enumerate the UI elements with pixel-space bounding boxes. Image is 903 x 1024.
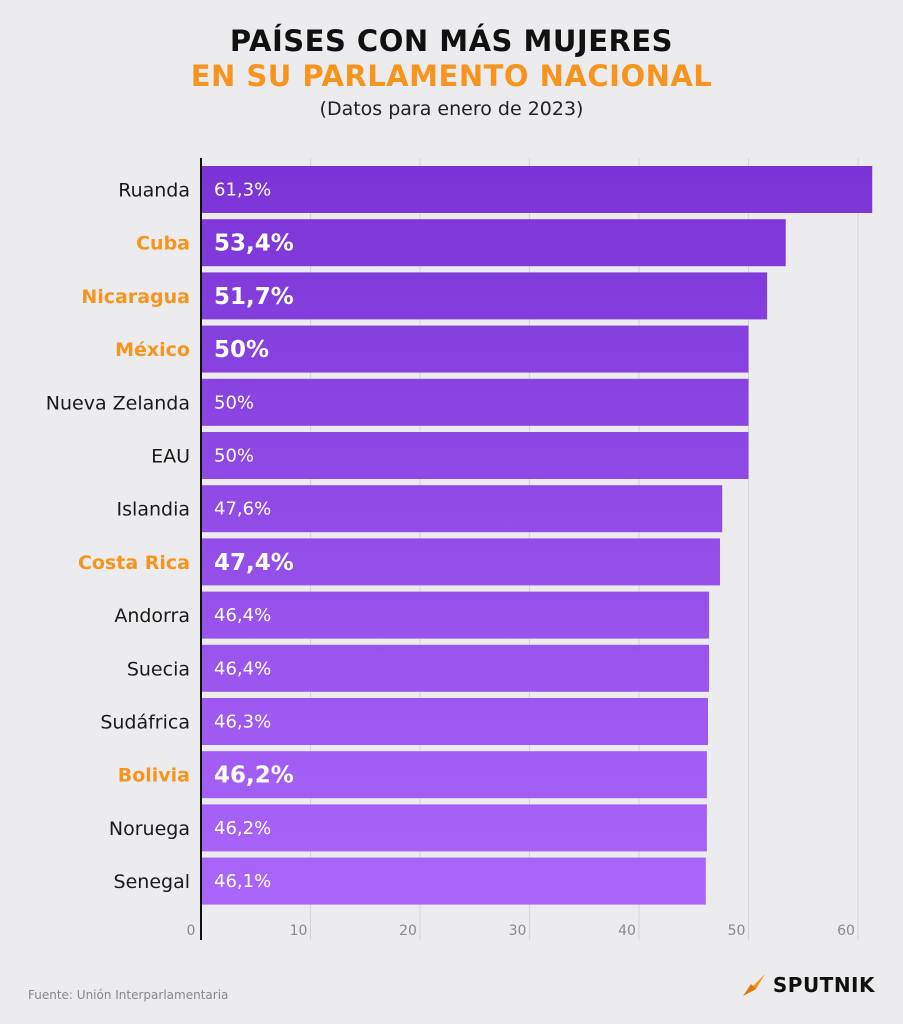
x-tick-label: 10	[290, 923, 308, 939]
bar-value-label: 51,7%	[214, 284, 294, 310]
bar-value-label: 46,2%	[214, 818, 271, 839]
bar-value-label: 47,4%	[214, 550, 294, 576]
category-label: México	[115, 339, 190, 361]
x-tick-label: 0	[187, 923, 196, 939]
category-label: Sudáfrica	[100, 712, 190, 734]
bar-value-label: 61,3%	[214, 180, 271, 201]
category-label: Islandia	[117, 499, 190, 521]
source-note: Fuente: Unión Interparlamentaria	[28, 988, 229, 1002]
category-label: Cuba	[136, 233, 190, 255]
sputnik-logo-text: SPUTNIK	[772, 973, 875, 997]
sputnik-logo: SPUTNIK	[741, 972, 875, 998]
bar	[201, 804, 707, 852]
category-label: Suecia	[127, 658, 190, 680]
chart-subtitle: (Datos para enero de 2023)	[319, 98, 584, 120]
chart-title-line2: EN SU PARLAMENTO NACIONAL	[190, 59, 713, 93]
bar-value-label: 50%	[214, 392, 254, 413]
bar	[201, 325, 749, 373]
bar-value-label: 46,3%	[214, 712, 271, 733]
category-label: Nicaragua	[81, 286, 190, 308]
sputnik-logo-icon	[742, 974, 765, 996]
category-label: Noruega	[109, 818, 190, 840]
bar	[201, 485, 723, 533]
bar-value-label: 46,4%	[214, 605, 271, 626]
bar	[201, 591, 710, 639]
bar	[201, 219, 786, 267]
category-label: Costa Rica	[78, 552, 190, 574]
bar-value-label: 46,4%	[214, 658, 271, 679]
bar	[201, 166, 873, 213]
bar	[201, 378, 749, 426]
bar	[201, 432, 749, 479]
x-tick-label: 60	[837, 923, 855, 939]
bar	[201, 644, 710, 692]
category-label: Andorra	[114, 605, 190, 627]
bar-value-label: 50%	[214, 337, 269, 363]
x-tick-label: 40	[618, 923, 636, 939]
bar	[201, 751, 707, 799]
bar	[201, 538, 721, 586]
x-tick-label: 30	[509, 923, 527, 939]
category-label: Nueva Zelanda	[46, 392, 190, 414]
bar-chart: 61,3% Ruanda 53,4% Cuba 51,7% Nicaragua 50% Méx…	[46, 158, 873, 940]
chart-title-line1: PAÍSES CON MÁS MUJERES	[229, 24, 674, 58]
category-label: Ruanda	[118, 180, 190, 202]
bar-value-label: 50%	[214, 446, 254, 467]
bar-value-label: 53,4%	[214, 231, 294, 257]
bar-value-label: 46,1%	[214, 871, 271, 892]
bar	[201, 698, 708, 745]
x-tick-label: 50	[728, 923, 746, 939]
bar	[201, 272, 768, 320]
bar	[201, 857, 706, 905]
category-label: Bolivia	[118, 765, 190, 787]
x-tick-label: 20	[399, 923, 417, 939]
bar-value-label: 47,6%	[214, 499, 271, 520]
category-label: Senegal	[114, 871, 190, 893]
bar-value-label: 46,2%	[214, 763, 294, 789]
category-label: EAU	[151, 446, 190, 468]
